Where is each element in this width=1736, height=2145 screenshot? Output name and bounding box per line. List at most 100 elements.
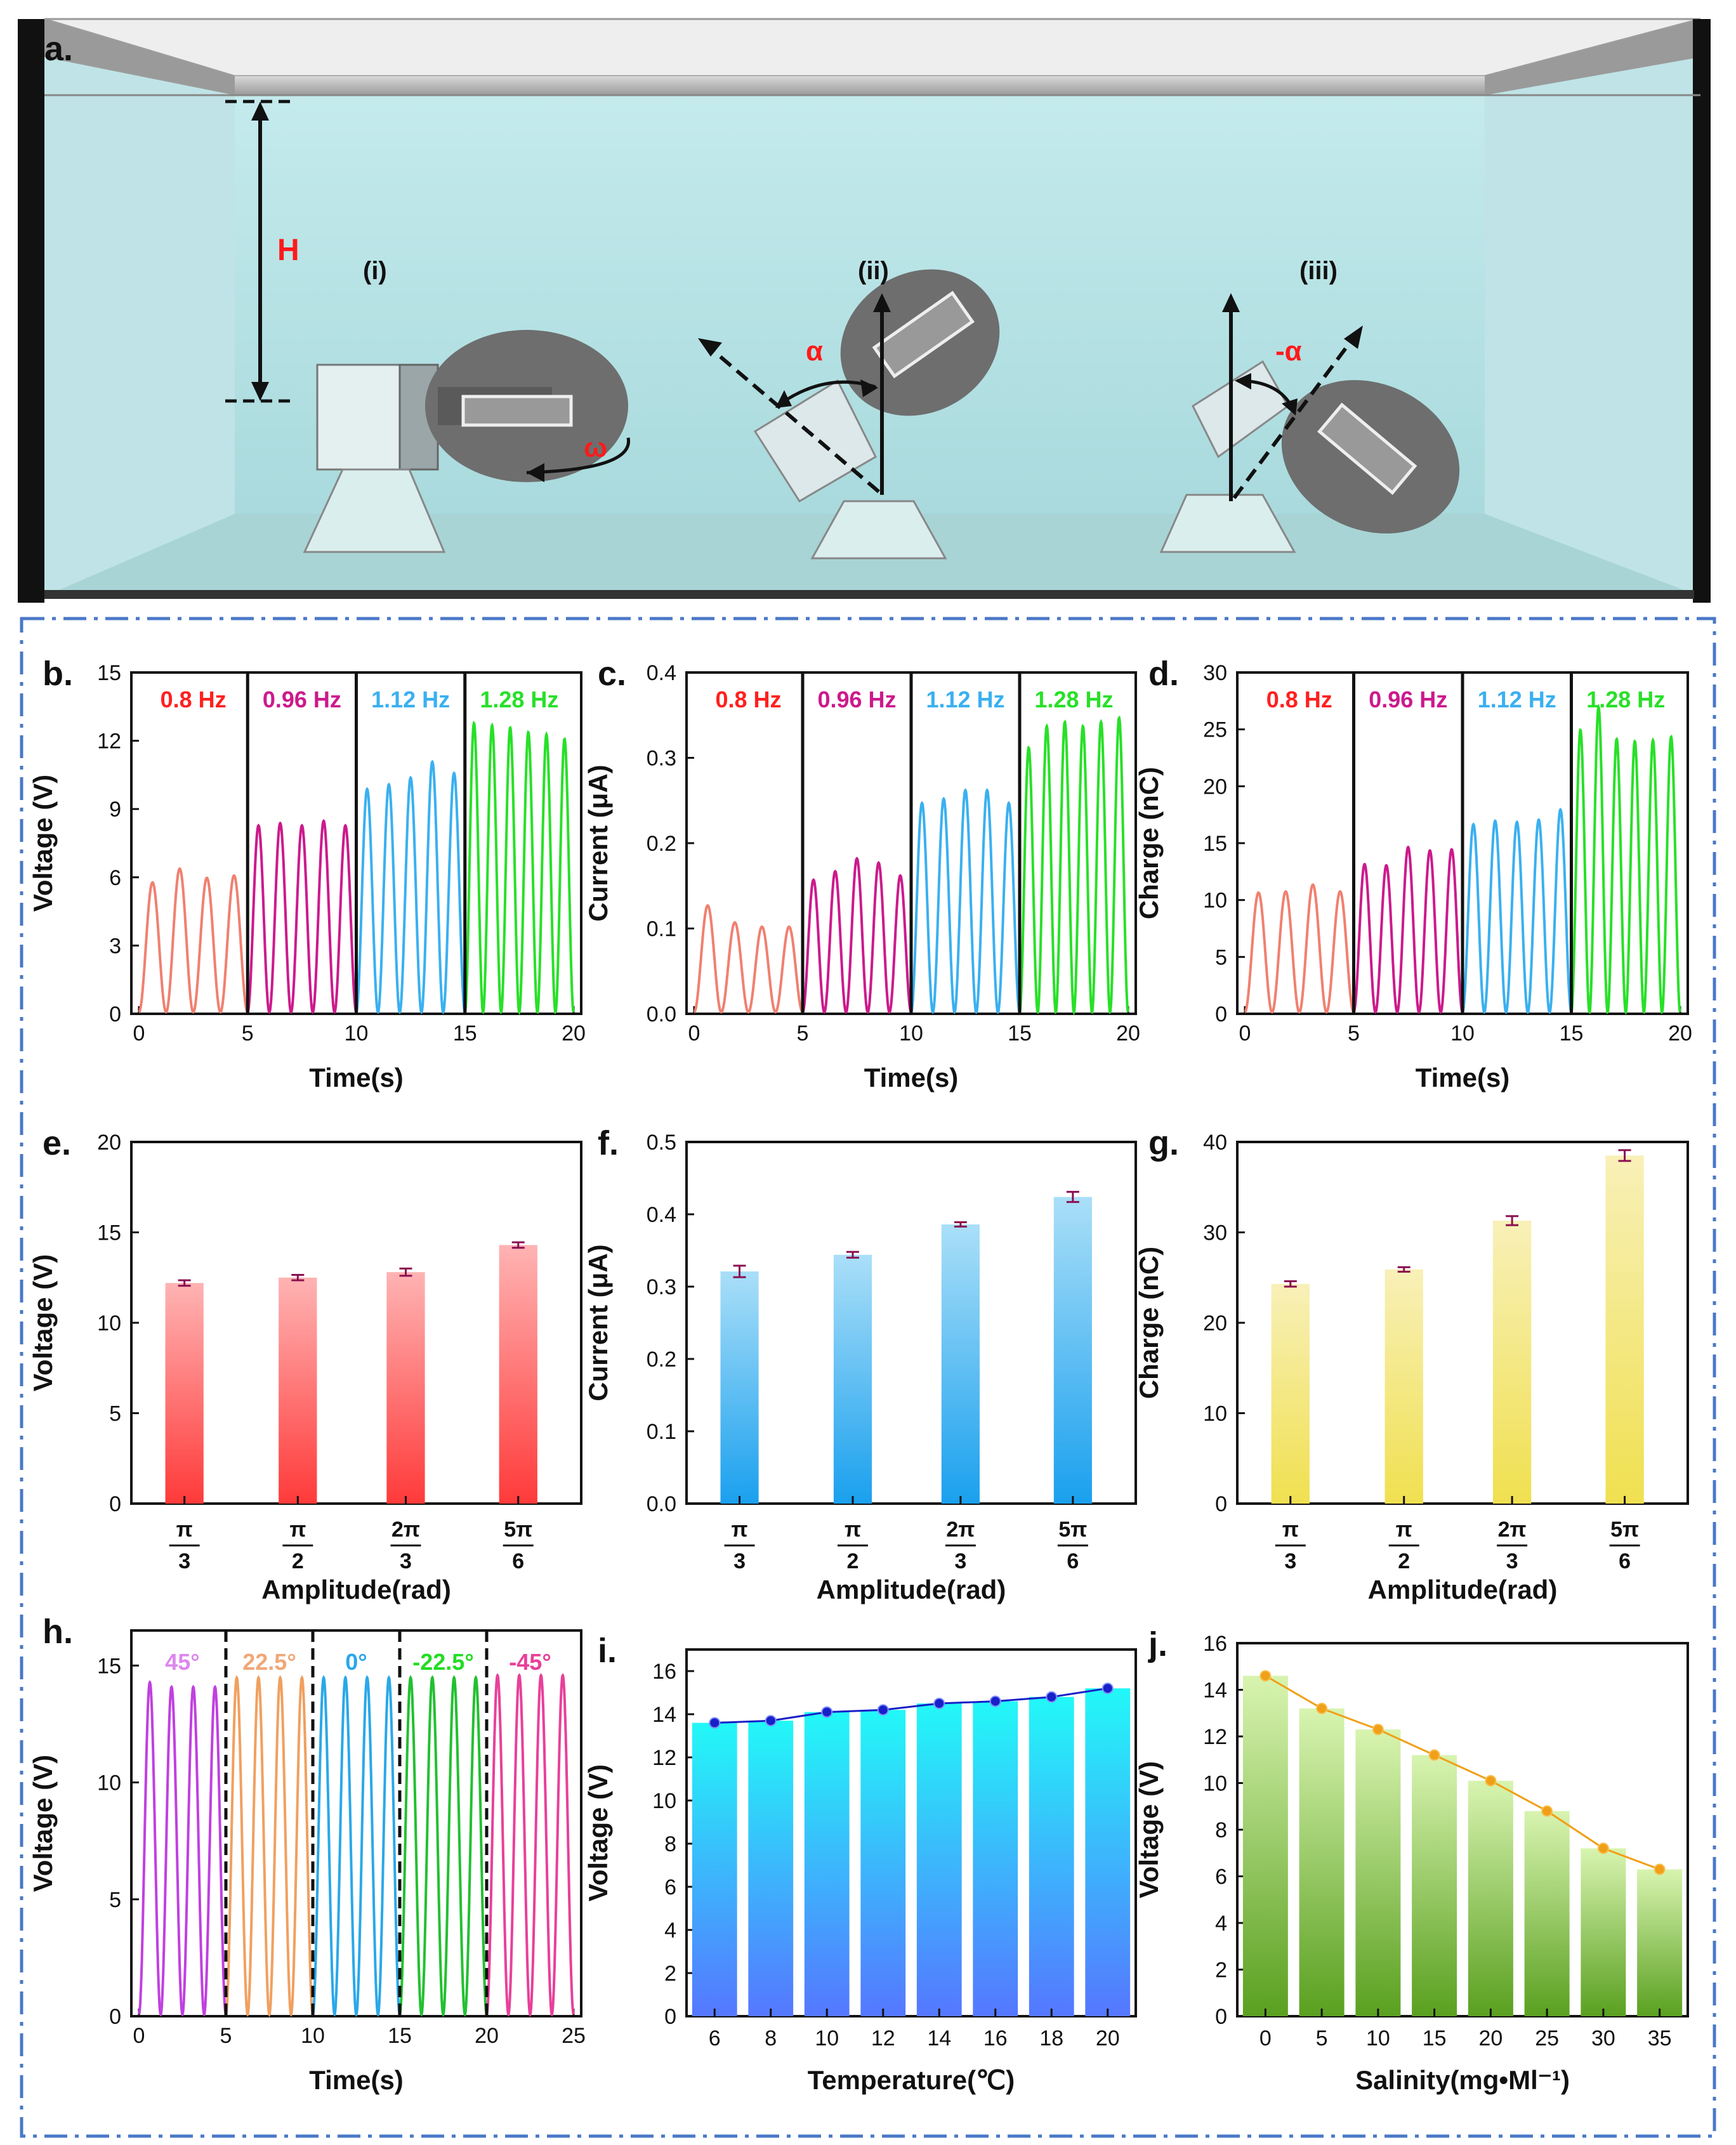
x-axis-label-c: Time(s) [864,1063,959,1092]
x-tick-denominator-g: 2 [1398,1549,1410,1573]
y-tick-label-g: 20 [1203,1311,1227,1335]
x-tick-label-j: 20 [1478,2026,1503,2050]
bar-g [1271,1283,1310,1504]
segment-label-c: 0.8 Hz [715,686,781,712]
plot-frame-f [685,1141,1137,1505]
series-line-c [910,788,1021,1014]
x-tick-label-h: 0 [133,2024,145,2048]
x-tick-label-i: 6 [709,2026,721,2050]
chart-j: j. Voltage (V) Salinity(mg•Ml⁻¹) 0 2 4 6 8 10 12 1… [1134,1625,1689,2095]
x-tick-numerator-g: 5π [1610,1518,1639,1542]
trend-line-j [1265,1675,1660,1870]
omega-label: ω [584,432,607,463]
x-tick-denominator-g: 6 [1619,1549,1631,1573]
x-tick-label-h: 25 [562,2024,586,2048]
bar-f [1053,1197,1092,1504]
x-tick-label-h: 5 [220,2024,232,2048]
neg-alpha-label: -α [1275,336,1302,367]
series-line-d [1461,808,1573,1014]
x-axis-label-j: Salinity(mg•Ml⁻¹) [1355,2065,1570,2095]
x-axis-label-f: Amplitude(rad) [817,1575,1006,1604]
y-tick-label-b: 3 [109,934,121,958]
trend-point-j [1372,1723,1384,1735]
device-iii-illustration [1159,293,1460,553]
y-tick-label-g: 10 [1203,1402,1227,1426]
series-line-c [1018,715,1129,1016]
plot-frame-i [685,1648,1137,2017]
x-tick-label-b: 20 [562,1021,586,1046]
x-tick-label-i: 14 [927,2026,951,2050]
position-iii-label: (iii) [1299,257,1338,285]
y-tick-label-h: 0 [109,2005,121,2029]
y-tick-label-j: 0 [1215,2005,1227,2029]
x-axis-label-i: Temperature(℃) [808,2065,1015,2095]
x-tick-numerator-f: 5π [1058,1518,1087,1542]
y-tick-label-b: 12 [97,730,121,754]
x-tick-numerator-f: π [732,1518,748,1542]
y-tick-label-j: 16 [1203,1632,1227,1656]
segment-label-c: 1.28 Hz [1034,686,1113,712]
y-tick-label-f: 0.4 [647,1203,676,1227]
x-tick-numerator-g: π [1282,1518,1299,1542]
segment-label-b: 0.96 Hz [263,686,341,712]
position-ii-label: (ii) [858,257,889,285]
y-tick-label-d: 0 [1215,1002,1227,1027]
x-tick-label-j: 10 [1366,2026,1390,2050]
x-tick-label-d: 15 [1560,1021,1584,1046]
y-tick-label-c: 0.4 [647,661,676,685]
bar-i [860,1710,906,2016]
x-tick-label-j: 0 [1259,2026,1272,2050]
x-tick-denominator-f: 6 [1067,1549,1079,1573]
chart-h: h. Voltage (V) Time(s) 0 5 10 15 0 5 10 15 20 25 45° 2… [28,1613,586,2095]
y-tick-label-i: 2 [664,1962,676,1986]
alpha-label: α [806,336,823,367]
series-line-d [1244,883,1355,1014]
segment-label-h: 0° [345,1649,367,1675]
segment-label-c: 0.96 Hz [817,686,896,712]
y-tick-label-j: 8 [1215,1818,1227,1842]
x-tick-denominator-e: 3 [400,1549,412,1573]
y-tick-label-i: 16 [652,1660,676,1684]
chart-f: f. Current (μA) Amplitude(rad) 0.0 0.1 0.2 0.3… [583,1124,1137,1604]
segment-label-b: 0.8 Hz [161,686,227,712]
y-tick-label-f: 0.3 [647,1275,676,1299]
y-tick-label-f: 0.1 [647,1420,676,1444]
segment-label-b: 1.28 Hz [480,686,558,712]
y-tick-label-h: 15 [97,1654,121,1678]
y-tick-label-b: 0 [109,1002,121,1027]
series-line-d [1570,704,1681,1015]
y-axis-label-j: Voltage (V) [1134,1761,1164,1898]
y-tick-label-c: 0.3 [647,747,676,771]
x-tick-denominator-f: 3 [954,1549,966,1573]
x-tick-denominator-f: 3 [733,1549,746,1573]
series-line-h [138,1680,227,2017]
x-tick-numerator-e: 5π [504,1518,532,1542]
series-line-b [463,720,575,1016]
trend-line-i [714,1687,1108,1724]
y-tick-label-g: 40 [1203,1131,1227,1155]
x-tick-label-d: 10 [1450,1021,1475,1046]
x-axis-label-g: Amplitude(rad) [1368,1575,1558,1604]
segment-label-d: 0.96 Hz [1369,686,1447,712]
x-tick-label-c: 20 [1116,1021,1140,1046]
x-tick-denominator-g: 3 [1506,1549,1518,1573]
panel-letter-c: c. [598,655,626,693]
position-i-label: (i) [363,257,387,285]
panel-a-letter: a. [44,30,73,68]
bar-i [748,1721,794,2016]
trend-point-i [989,1695,1001,1707]
y-tick-label-i: 10 [652,1789,676,1813]
y-tick-label-f: 0.2 [647,1348,676,1372]
bar-i [973,1701,1018,2016]
charts-frame [20,617,1716,2138]
device-ii-illustration [698,269,1000,560]
x-tick-label-i: 18 [1039,2026,1063,2050]
y-axis-label-c: Current (μA) [583,764,613,921]
y-tick-label-e: 0 [109,1492,121,1516]
y-tick-label-d: 5 [1215,945,1227,969]
panel-letter-e: e. [43,1124,71,1162]
y-axis-label-b: Voltage (V) [28,775,58,912]
y-tick-label-i: 8 [664,1832,676,1856]
y-tick-label-d: 15 [1203,832,1227,856]
y-tick-label-d: 20 [1203,775,1227,799]
